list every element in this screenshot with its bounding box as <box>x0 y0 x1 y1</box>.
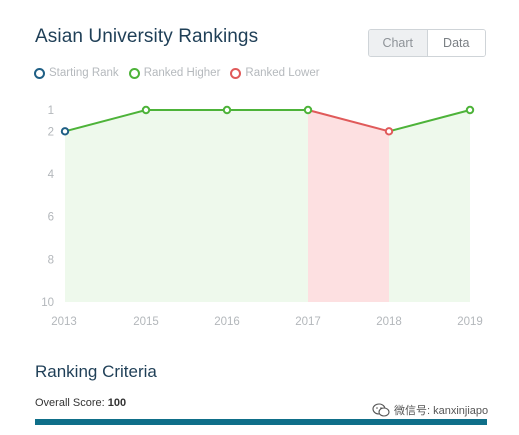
chart-legend: Starting Rank Ranked Higher Ranked Lower <box>34 67 330 79</box>
overall-score-bar <box>35 419 487 425</box>
overall-score: Overall Score: 100 <box>35 397 126 409</box>
view-toggle: Chart Data <box>368 29 486 57</box>
legend-item-starting[interactable]: Starting Rank <box>34 67 119 79</box>
watermark: 微信号: kanxinjiapo <box>372 402 488 418</box>
series-line-segment <box>388 109 471 133</box>
x-tick-label: 2018 <box>376 316 402 328</box>
data-point <box>141 105 151 115</box>
segment-fill-1 <box>146 110 227 302</box>
data-point <box>384 127 394 136</box>
data-point <box>465 105 475 115</box>
wechat-icon <box>372 403 390 417</box>
y-tick-label: 2 <box>48 126 54 138</box>
overall-score-label: Overall Score: <box>35 397 105 409</box>
legend-label-higher: Ranked Higher <box>143 67 221 79</box>
series-line-segment <box>64 109 147 133</box>
segment-fill-2 <box>227 110 308 302</box>
chart-view-button[interactable]: Chart <box>369 30 427 56</box>
data-point <box>222 105 232 115</box>
data-view-button[interactable]: Data <box>427 30 485 56</box>
x-tick-label: 2016 <box>214 316 240 328</box>
ranking-criteria-title: Ranking Criteria <box>35 362 157 381</box>
legend-label-starting: Starting Rank <box>49 67 119 79</box>
legend-item-lower[interactable]: Ranked Lower <box>230 67 320 79</box>
y-tick-label: 6 <box>48 212 54 224</box>
x-tick-label: 2013 <box>51 316 77 328</box>
ranked-lower-marker-icon <box>230 67 242 79</box>
data-point <box>60 127 70 136</box>
ranked-higher-marker-icon <box>128 67 140 79</box>
ranking-chart: 1 2 4 6 8 10 2013 2015 2016 2017 2018 2019 <box>41 105 483 328</box>
data-point <box>303 105 313 115</box>
chart-title: Asian University Rankings <box>35 26 259 47</box>
legend-item-higher[interactable]: Ranked Higher <box>128 67 221 79</box>
legend-label-lower: Ranked Lower <box>245 67 320 79</box>
y-tick-label: 4 <box>48 169 55 181</box>
x-tick-label: 2015 <box>133 316 159 328</box>
watermark-text: 微信号: kanxinjiapo <box>394 405 489 417</box>
series-line-segment <box>307 109 390 133</box>
y-tick-label: 10 <box>41 297 54 309</box>
x-tick-label: 2019 <box>457 316 483 328</box>
overall-score-value: 100 <box>107 397 127 409</box>
segment-fill-4 <box>389 110 470 302</box>
y-tick-label: 1 <box>48 105 54 117</box>
segment-fill-3 <box>308 110 389 302</box>
y-tick-label: 8 <box>48 254 54 266</box>
segment-fill-0 <box>65 110 146 302</box>
toggle-divider <box>426 30 428 56</box>
x-tick-label: 2017 <box>295 316 321 328</box>
overall-score-bar-fill <box>35 419 487 425</box>
starting-rank-marker-icon <box>34 67 45 79</box>
